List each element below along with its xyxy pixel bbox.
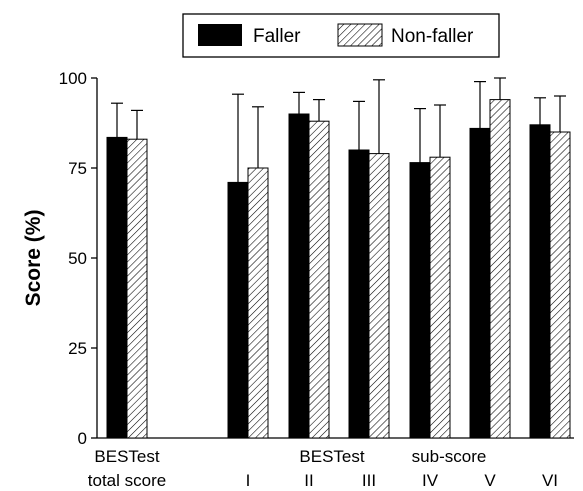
y-tick-label: 0 <box>78 429 87 448</box>
bars <box>107 100 570 438</box>
bar-faller <box>228 182 248 438</box>
bar-faller <box>530 125 550 438</box>
group-label-sub-line1: BESTest <box>299 447 364 466</box>
bar-non-faller <box>369 154 389 438</box>
bar-non-faller <box>127 139 147 438</box>
x-tick-label: IV <box>422 471 439 490</box>
x-tick-label: VI <box>542 471 558 490</box>
legend: Faller Non-faller <box>183 14 499 57</box>
bar-faller <box>107 137 127 438</box>
bar-non-faller <box>248 168 268 438</box>
legend-swatch-non-faller <box>338 24 382 46</box>
group-label-total-line2: total score <box>88 471 166 490</box>
y-tick-label: 75 <box>68 159 87 178</box>
y-ticks: 0 25 50 75 100 <box>59 69 97 448</box>
group-label-total-line1: BESTest <box>94 447 159 466</box>
y-tick-label: 100 <box>59 69 87 88</box>
x-tick-label: III <box>362 471 376 490</box>
bar-non-faller <box>309 121 329 438</box>
x-tick-label: II <box>304 471 313 490</box>
legend-label-faller: Faller <box>253 26 301 47</box>
x-tick-label: I <box>246 471 251 490</box>
bar-faller <box>349 150 369 438</box>
bar-faller <box>470 128 490 438</box>
y-tick-label: 50 <box>68 249 87 268</box>
bar-non-faller <box>550 132 570 438</box>
y-axis-label: Score (%) <box>22 210 45 307</box>
group-label-sub-line2: sub-score <box>412 447 487 466</box>
legend-label-non-faller: Non-faller <box>391 26 474 47</box>
bar-non-faller <box>430 157 450 438</box>
bar-faller <box>410 163 430 438</box>
x-tick-label: V <box>484 471 496 490</box>
bar-faller <box>289 114 309 438</box>
bar-non-faller <box>490 100 510 438</box>
legend-swatch-faller <box>198 24 242 46</box>
y-tick-label: 25 <box>68 339 87 358</box>
